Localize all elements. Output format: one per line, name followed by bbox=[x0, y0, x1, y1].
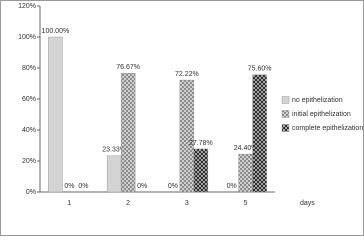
legend-label: no epithelization bbox=[292, 97, 343, 104]
legend-swatch bbox=[281, 124, 290, 132]
value-label: 0% bbox=[64, 183, 74, 190]
y-tick-label: 100% bbox=[18, 34, 36, 41]
y-tick-label: 60% bbox=[22, 96, 36, 103]
y-tick-label: 0% bbox=[26, 189, 36, 196]
legend-label: initial epithelization bbox=[292, 111, 351, 118]
bar bbox=[48, 36, 63, 193]
legend-swatch bbox=[281, 96, 290, 104]
value-label: 0% bbox=[168, 183, 178, 190]
value-label: 76.67% bbox=[116, 64, 140, 71]
bar bbox=[238, 153, 253, 193]
value-label: 27.78% bbox=[189, 140, 213, 147]
y-tick-label: 80% bbox=[22, 65, 36, 72]
x-tick-label: 2 bbox=[126, 200, 130, 207]
x-tick-label: 3 bbox=[185, 200, 189, 207]
legend-swatch bbox=[281, 110, 290, 118]
value-label: 0% bbox=[137, 183, 147, 190]
y-tick-label: 20% bbox=[22, 158, 36, 165]
x-tick-label: 1 bbox=[67, 200, 71, 207]
value-label: 100.00% bbox=[42, 28, 70, 35]
bar bbox=[179, 79, 195, 193]
value-label: 23.33% bbox=[102, 147, 126, 154]
x-axis-label: days bbox=[300, 200, 315, 207]
value-label: 0% bbox=[78, 183, 88, 190]
value-label: 75.60% bbox=[248, 66, 272, 73]
value-label: 72.22% bbox=[175, 71, 199, 78]
bar bbox=[252, 74, 267, 193]
bar bbox=[193, 148, 209, 193]
bar bbox=[106, 155, 122, 193]
x-tick-label: 5 bbox=[244, 200, 248, 207]
bar bbox=[120, 72, 136, 193]
value-label: 24.40% bbox=[234, 145, 258, 152]
y-tick-label: 120% bbox=[18, 3, 36, 10]
y-tick-label: 40% bbox=[22, 127, 36, 134]
value-label: 0% bbox=[227, 183, 237, 190]
legend-label: complete epithelization bbox=[292, 125, 363, 132]
